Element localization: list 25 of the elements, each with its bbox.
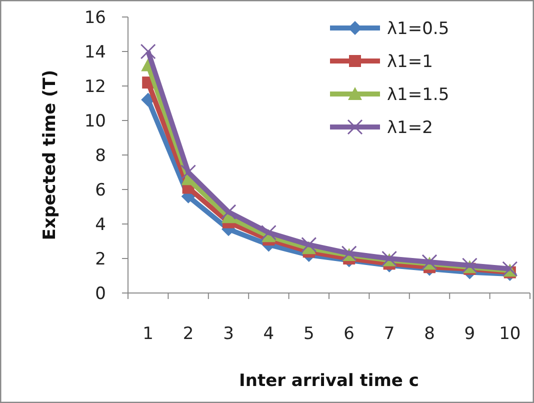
legend-label: λ1=0.5	[387, 18, 450, 39]
x-tick-label: 8	[424, 324, 435, 344]
y-tick-label: 0	[95, 284, 106, 304]
x-tick-label: 6	[344, 324, 355, 344]
x-tick-label: 7	[384, 324, 395, 344]
legend-label: λ1=2	[387, 118, 433, 138]
x-tick-label: 10	[499, 324, 521, 344]
x-tick-label: 4	[263, 324, 274, 344]
y-tick-label: 6	[95, 180, 106, 200]
x-axis-title: Inter arrival time c	[239, 371, 419, 391]
legend-label: λ1=1.5	[387, 84, 450, 105]
y-tick-label: 2	[95, 249, 106, 270]
y-tick-label: 14	[84, 42, 106, 62]
x-tick-label: 2	[182, 324, 194, 344]
x-tick-label: 5	[303, 324, 314, 344]
y-tick-label: 10	[84, 111, 106, 132]
y-tick-label: 12	[84, 76, 106, 97]
x-tick-label: 3	[223, 324, 234, 344]
x-tick-label: 9	[464, 324, 476, 344]
y-tick-label: 8	[95, 146, 106, 166]
y-tick-label: 16	[84, 8, 106, 28]
legend-label: λ1=1	[387, 52, 433, 72]
y-tick-label: 4	[95, 214, 106, 235]
y-axis-title: Expected time (T)	[40, 70, 60, 240]
x-tick-label: 1	[142, 324, 154, 344]
